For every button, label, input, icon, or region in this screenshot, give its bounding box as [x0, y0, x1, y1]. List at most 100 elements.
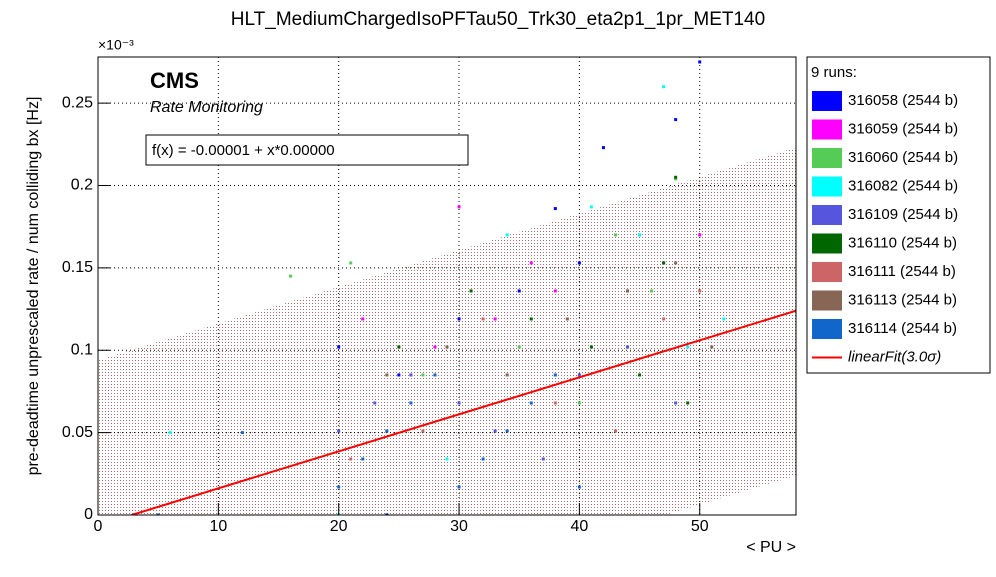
point — [349, 261, 353, 265]
point — [662, 85, 666, 89]
point — [457, 485, 461, 489]
x-tick-label: 10 — [209, 518, 227, 535]
point — [385, 513, 389, 515]
point — [445, 345, 449, 349]
plot-area: 0 10 20 30 40 50 0 0.05 0.1 0.15 0.2 0.25 — [62, 56, 797, 535]
legend-label: 316082 (2544 b) — [848, 177, 958, 194]
point — [589, 345, 593, 349]
point — [421, 373, 425, 377]
x-axis-label: < PU > — [746, 539, 796, 556]
point — [168, 431, 172, 435]
legend-label: 316060 (2544 b) — [848, 149, 958, 166]
point — [505, 429, 509, 433]
legend-title: 9 runs: — [811, 64, 857, 81]
point — [577, 373, 581, 377]
point — [481, 317, 485, 321]
point — [650, 289, 654, 293]
fit-band — [98, 147, 796, 515]
point — [457, 205, 461, 209]
point — [397, 373, 401, 377]
point — [674, 261, 678, 265]
point — [589, 205, 593, 209]
point — [626, 345, 630, 349]
point — [409, 373, 413, 377]
y-multiplier: ×10⁻³ — [98, 37, 134, 53]
clipped-layer — [98, 57, 796, 515]
point — [385, 373, 389, 377]
point — [156, 513, 160, 515]
point — [240, 431, 244, 435]
fit-formula: f(x) = -0.00001 + x*0.00000 — [152, 142, 335, 159]
y-tick-label: 0.2 — [71, 177, 93, 194]
point — [698, 60, 702, 64]
point — [638, 233, 642, 237]
x-tick-label: 40 — [570, 518, 588, 535]
legend-swatch — [812, 119, 842, 140]
point — [613, 233, 617, 237]
point — [577, 401, 581, 405]
point — [698, 233, 702, 237]
y-tick-label: 0.25 — [62, 94, 93, 111]
x-tick-label: 50 — [691, 518, 709, 535]
point — [337, 485, 341, 489]
point — [361, 317, 365, 321]
y-tick-label: 0.15 — [62, 259, 93, 276]
x-tick-label: 20 — [330, 518, 348, 535]
point — [529, 317, 533, 321]
plot-frame — [97, 56, 797, 516]
point — [686, 345, 690, 349]
point — [553, 373, 557, 377]
point — [674, 177, 678, 181]
point — [541, 457, 545, 461]
point — [433, 373, 437, 377]
point — [349, 457, 353, 461]
point — [469, 289, 473, 293]
point — [481, 457, 485, 461]
legend-label: linearFit(3.0σ) — [848, 348, 941, 365]
legend-swatch — [812, 262, 842, 282]
point — [577, 485, 581, 489]
point — [601, 146, 605, 150]
legend-label: 316110 (2544 b) — [848, 234, 957, 251]
legend-swatch — [812, 205, 842, 225]
point — [517, 345, 521, 349]
y-tick-label: 0.1 — [71, 341, 93, 358]
point — [373, 401, 377, 405]
point — [337, 345, 341, 349]
y-tick-label: 0.05 — [62, 424, 93, 441]
point — [722, 317, 726, 321]
point — [361, 457, 365, 461]
point — [565, 317, 569, 321]
fit-line — [131, 309, 796, 515]
legend-label: 316058 (2544 b) — [848, 92, 958, 109]
point — [626, 289, 630, 293]
point — [674, 401, 678, 405]
point — [674, 175, 678, 179]
point — [385, 429, 389, 433]
point — [686, 401, 690, 405]
point — [409, 401, 413, 405]
point — [457, 317, 461, 321]
point — [613, 429, 617, 433]
legend-swatch — [812, 233, 842, 254]
legend-swatch — [812, 148, 842, 168]
point — [577, 261, 581, 265]
point — [421, 429, 425, 433]
point — [710, 345, 714, 349]
point — [433, 345, 437, 349]
subtitle: Rate Monitoring — [150, 99, 263, 116]
legend-label: 316114 (2544 b) — [848, 320, 957, 337]
x-tick-label: 0 — [94, 518, 103, 535]
legend-swatch — [812, 176, 842, 197]
y-axis-label: pre-deadtime unprescaled rate / num coll… — [25, 97, 42, 476]
point — [553, 207, 557, 211]
fit-box — [145, 134, 469, 166]
point — [553, 289, 557, 293]
legend-label: 316111 (2544 b) — [848, 263, 956, 280]
legend-label: 316113 (2544 b) — [848, 291, 957, 308]
point — [505, 373, 509, 377]
point — [493, 429, 497, 433]
legend-label: 316059 (2544 b) — [848, 120, 958, 137]
point — [674, 118, 678, 122]
